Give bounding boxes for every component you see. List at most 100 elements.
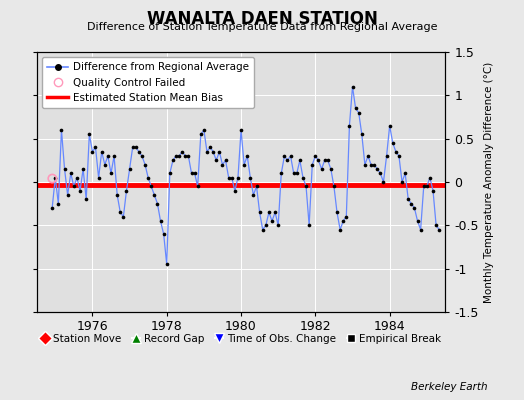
Point [57, 127, 66, 133]
Point [333, 209, 341, 216]
Point [141, 162, 149, 168]
Point [261, 222, 270, 228]
Point [76, 188, 84, 194]
Point [79, 166, 88, 172]
Point [110, 153, 118, 159]
Point [423, 183, 431, 190]
Point [386, 122, 394, 129]
Point [150, 192, 159, 198]
Point [125, 166, 134, 172]
Point [404, 196, 412, 202]
Point [153, 200, 161, 207]
Point [417, 226, 425, 233]
Point [138, 153, 146, 159]
Point [178, 148, 187, 155]
Point [391, 148, 400, 155]
Point [379, 179, 388, 185]
Point [190, 170, 199, 176]
Point [113, 192, 122, 198]
Point [429, 188, 437, 194]
Point [326, 166, 335, 172]
Point [376, 170, 385, 176]
Point [116, 209, 125, 216]
Point [206, 144, 214, 150]
Point [187, 170, 195, 176]
Point [196, 131, 205, 138]
Point [94, 174, 103, 181]
Text: Difference of Station Temperature Data from Regional Average: Difference of Station Temperature Data f… [87, 22, 437, 32]
Point [82, 196, 91, 202]
Point [101, 162, 109, 168]
Point [357, 131, 366, 138]
Legend: Difference from Regional Average, Quality Control Failed, Estimated Station Mean: Difference from Regional Average, Qualit… [42, 57, 254, 108]
Point [219, 162, 227, 168]
Point [91, 144, 100, 150]
Text: Berkeley Earth: Berkeley Earth [411, 382, 487, 392]
Point [175, 153, 183, 159]
Point [352, 105, 360, 112]
Point [240, 162, 248, 168]
Point [432, 222, 440, 228]
Point [88, 148, 96, 155]
Point [122, 188, 130, 194]
Point [355, 110, 363, 116]
Y-axis label: Monthly Temperature Anomaly Difference (°C): Monthly Temperature Anomaly Difference (… [485, 61, 495, 303]
Point [48, 175, 57, 182]
Point [336, 226, 344, 233]
Point [425, 174, 434, 181]
Legend: Station Move, Record Gap, Time of Obs. Change, Empirical Break: Station Move, Record Gap, Time of Obs. C… [36, 330, 446, 348]
Point [67, 170, 75, 176]
Point [287, 153, 295, 159]
Point [339, 218, 347, 224]
Point [107, 170, 115, 176]
Point [147, 183, 156, 190]
Point [323, 157, 332, 164]
Point [314, 157, 323, 164]
Point [283, 157, 292, 164]
Point [48, 205, 57, 211]
Point [296, 157, 304, 164]
Point [234, 174, 242, 181]
Point [73, 174, 81, 181]
Point [209, 148, 217, 155]
Point [243, 153, 252, 159]
Point [401, 170, 409, 176]
Point [221, 157, 230, 164]
Point [292, 170, 301, 176]
Text: WANALTA DAEN STATION: WANALTA DAEN STATION [147, 10, 377, 28]
Point [255, 209, 264, 216]
Point [274, 222, 282, 228]
Point [156, 218, 165, 224]
Point [342, 214, 351, 220]
Point [410, 205, 419, 211]
Point [169, 157, 177, 164]
Point [181, 153, 190, 159]
Point [289, 170, 298, 176]
Point [60, 166, 69, 172]
Point [54, 200, 62, 207]
Point [224, 174, 233, 181]
Point [280, 153, 289, 159]
Point [370, 162, 378, 168]
Point [200, 127, 208, 133]
Point [104, 153, 112, 159]
Point [227, 174, 236, 181]
Point [97, 148, 106, 155]
Point [159, 231, 168, 237]
Point [345, 122, 354, 129]
Point [193, 183, 202, 190]
Point [311, 153, 320, 159]
Point [166, 170, 174, 176]
Point [70, 183, 78, 190]
Point [135, 148, 143, 155]
Point [348, 84, 357, 90]
Point [383, 153, 391, 159]
Point [268, 218, 276, 224]
Point [128, 144, 137, 150]
Point [435, 226, 443, 233]
Point [318, 166, 326, 172]
Point [258, 226, 267, 233]
Point [246, 174, 255, 181]
Point [253, 183, 261, 190]
Point [389, 140, 397, 146]
